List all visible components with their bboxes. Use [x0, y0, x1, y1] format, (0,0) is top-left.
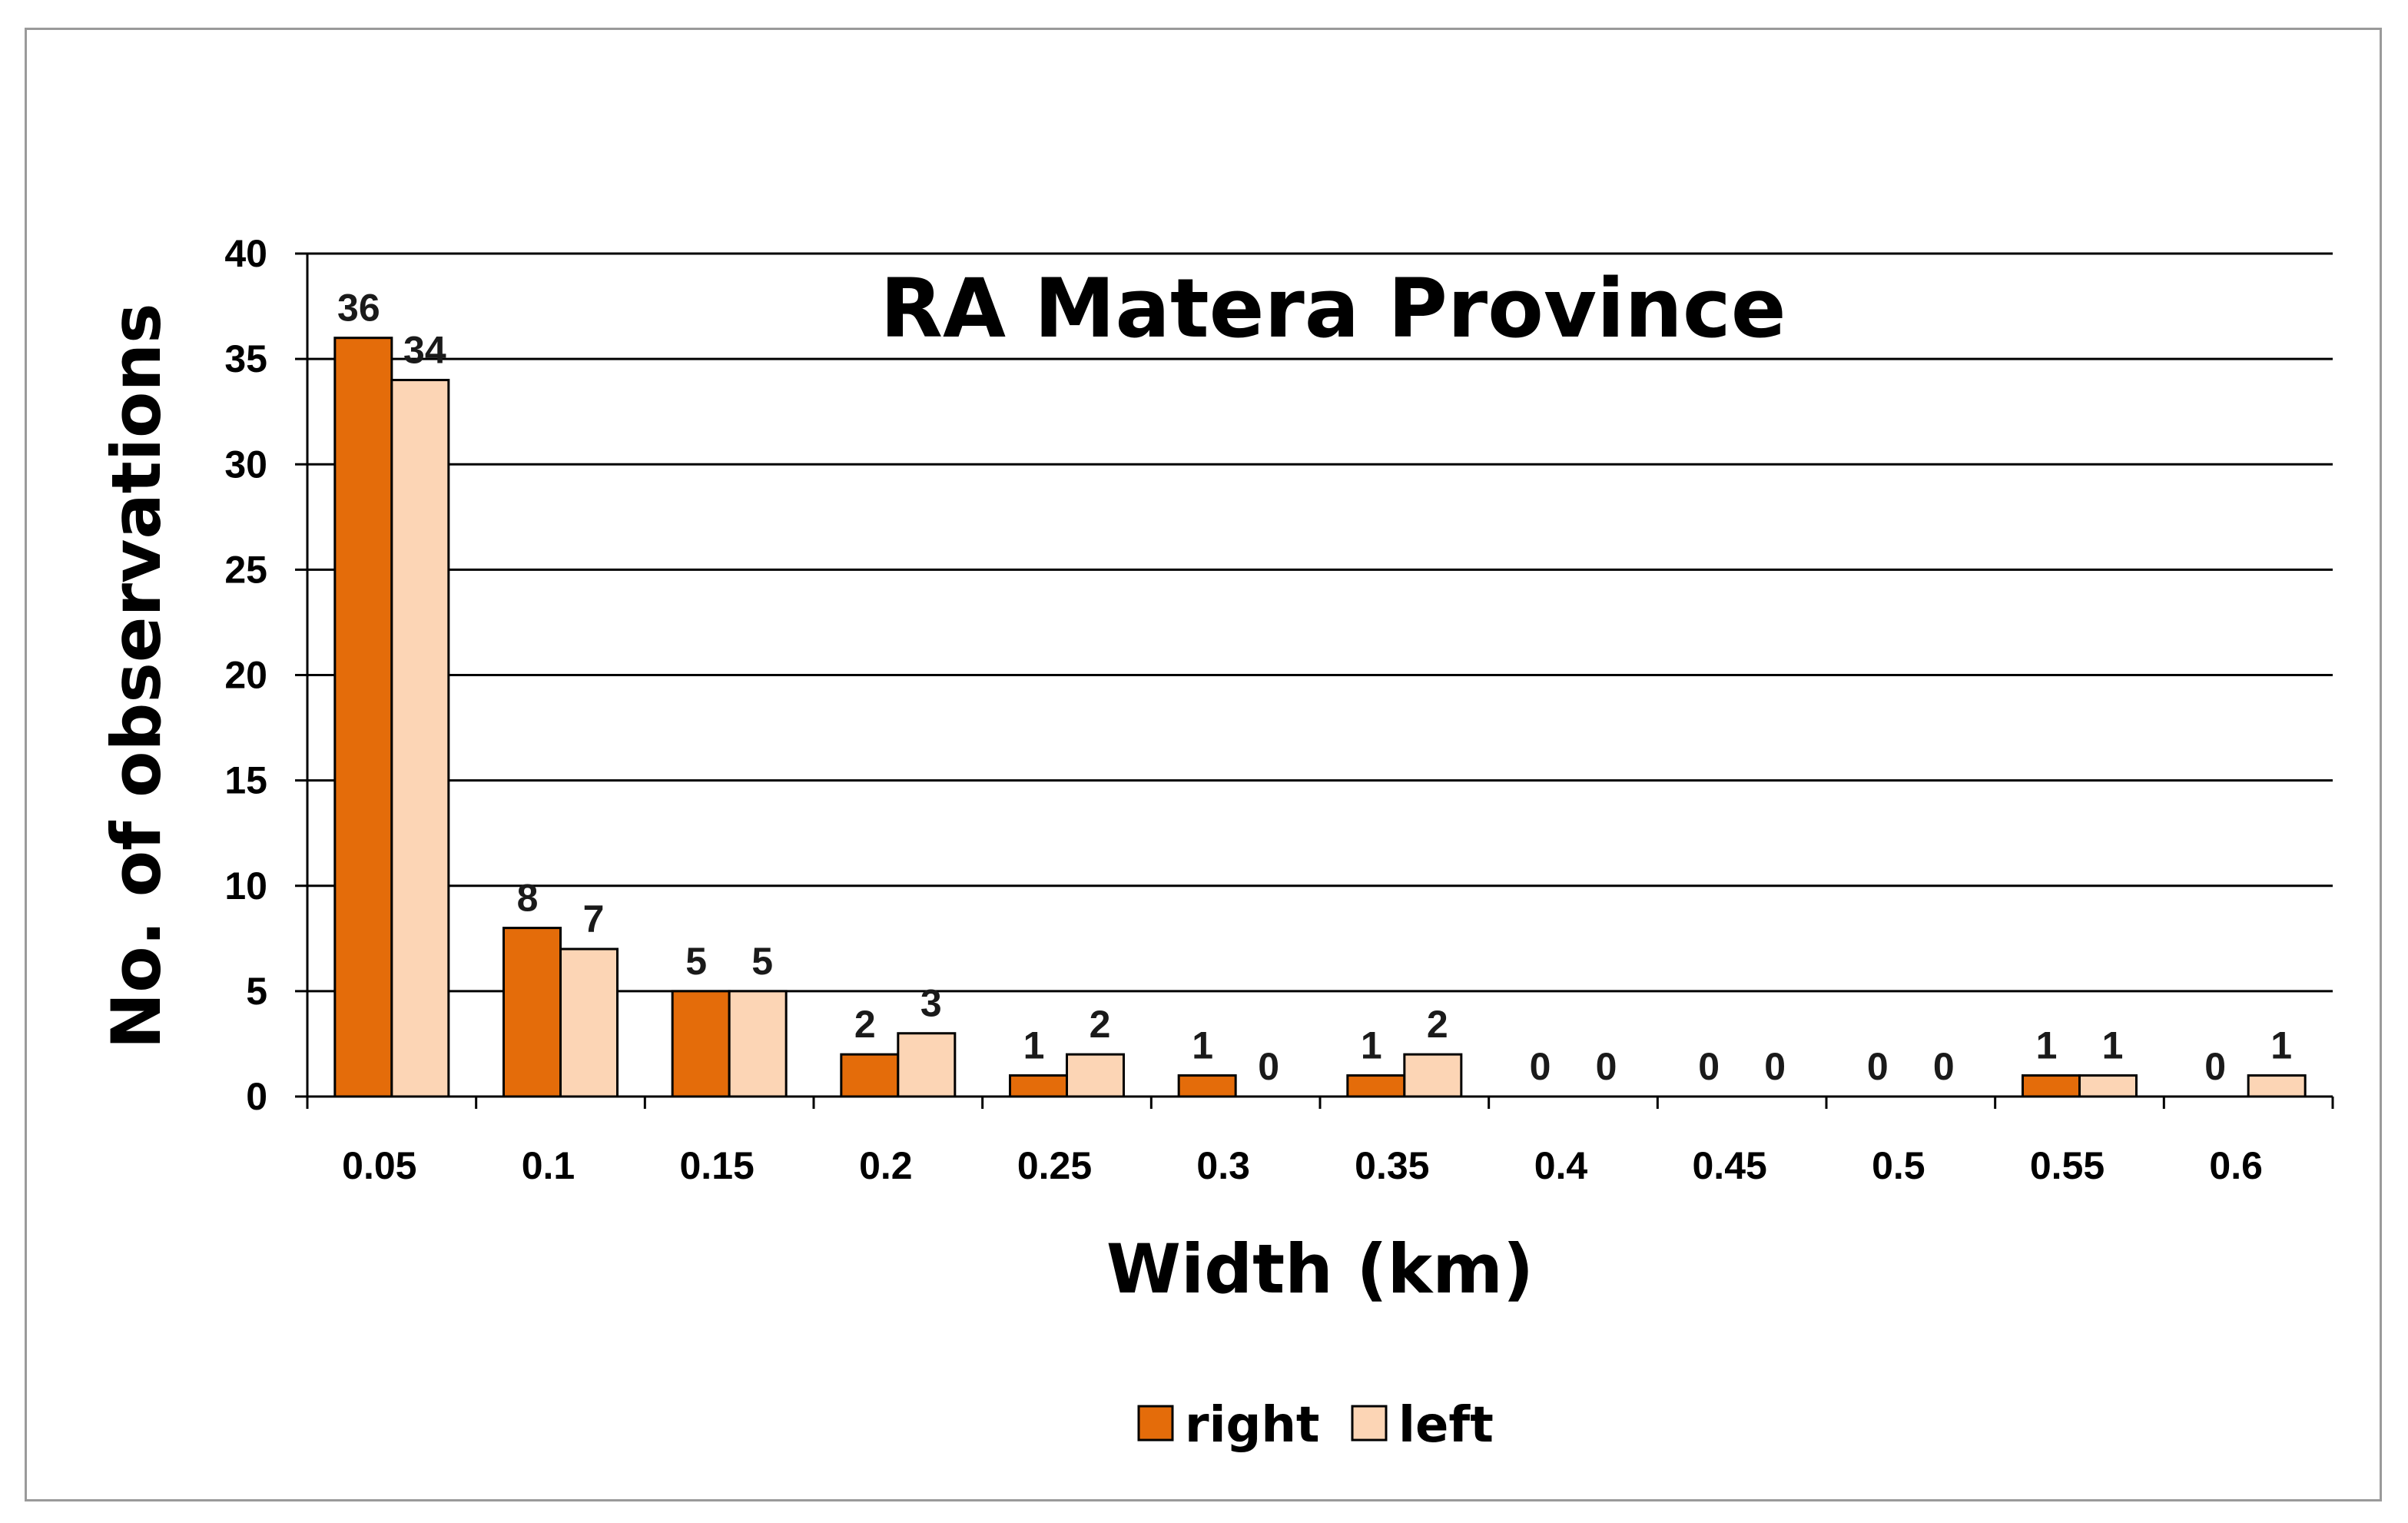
- data-label-left: 0: [1596, 1045, 1617, 1088]
- data-label-right: 1: [1023, 1024, 1045, 1067]
- chart-title: RA Matera Province: [880, 261, 1786, 356]
- bar-right-0.3: [1177, 1074, 1237, 1098]
- x-tick-label: 0.15: [680, 1144, 755, 1187]
- bars: [333, 337, 2307, 1098]
- data-label-right: 2: [854, 1003, 876, 1046]
- data-label-left: 5: [751, 940, 773, 983]
- y-tick-label: 35: [224, 337, 267, 380]
- legend-label-left: left: [1398, 1397, 1494, 1454]
- bar-right-0.05: [333, 337, 393, 1098]
- data-label-left: 2: [1427, 1003, 1448, 1046]
- data-label-left: 0: [1933, 1045, 1955, 1088]
- x-axis-title: Width (km): [1106, 1229, 1534, 1309]
- data-label-right: 0: [1698, 1045, 1720, 1088]
- data-label-right: 0: [1530, 1045, 1551, 1088]
- bar-left-0.1: [559, 947, 619, 1098]
- y-tick-label: 40: [224, 232, 267, 275]
- x-tick-label: 0.1: [522, 1144, 575, 1187]
- data-label-left: 3: [920, 982, 942, 1025]
- data-label-left: 7: [583, 898, 605, 941]
- data-label-right: 1: [2036, 1024, 2058, 1067]
- data-label-left: 0: [1764, 1045, 1786, 1088]
- data-label-left: 1: [2102, 1024, 2124, 1067]
- bar-left-0.6: [2247, 1074, 2307, 1098]
- x-tick-label: 0.55: [2030, 1144, 2105, 1187]
- data-label-right: 0: [2204, 1045, 2226, 1088]
- x-tick-label: 0.45: [1693, 1144, 1767, 1187]
- bar-left-0.05: [390, 379, 450, 1098]
- axes: [295, 252, 2334, 1109]
- data-label-right: 8: [517, 877, 539, 920]
- bar-right-0.15: [671, 990, 731, 1098]
- bar-left-0.2: [897, 1032, 957, 1098]
- y-tick-label: 0: [246, 1075, 267, 1118]
- bar-left-0.25: [1066, 1053, 1125, 1098]
- legend: right left: [1137, 1397, 1494, 1454]
- bar-right-0.55: [2022, 1074, 2081, 1098]
- bar-right-0.35: [1346, 1074, 1406, 1098]
- data-label-left: 1: [2270, 1024, 2292, 1067]
- bar-right-0.2: [840, 1053, 900, 1098]
- y-tick-label: 30: [224, 443, 267, 486]
- y-tick-labels: 0 5 10 15 20 25 30 35 40: [224, 232, 267, 1118]
- x-tick-label: 0.3: [1196, 1144, 1250, 1187]
- x-tick-label: 0.2: [859, 1144, 913, 1187]
- x-tick-label: 0.5: [1872, 1144, 1925, 1187]
- y-tick-label: 15: [224, 759, 267, 802]
- bar-left-0.15: [728, 990, 788, 1098]
- x-tick-label: 0.4: [1534, 1144, 1588, 1187]
- bar-left-0.55: [2078, 1074, 2138, 1098]
- y-tick-label: 5: [246, 970, 267, 1013]
- bar-left-0.35: [1403, 1053, 1463, 1098]
- data-label-right: 36: [337, 287, 380, 330]
- data-label-right: 1: [1192, 1024, 1213, 1067]
- bar-right-0.1: [502, 927, 562, 1098]
- data-label-right: 0: [1867, 1045, 1889, 1088]
- x-tick-labels: 0.05 0.1 0.15 0.2 0.25 0.3 0.35 0.4 0.45 0.5 0.55 0…: [342, 1144, 2263, 1187]
- data-labels: 36 8 5 2 1 1 1 0 0 0 1 0 34 7 5 3 2 0 2 0 0 0 1 1: [337, 287, 2292, 1088]
- y-tick-label: 25: [224, 548, 267, 591]
- data-label-right: 5: [685, 940, 707, 983]
- x-tick-label: 0.05: [342, 1144, 416, 1187]
- data-label-left: 34: [403, 329, 446, 372]
- y-tick-label: 20: [224, 654, 267, 697]
- legend-label-right: right: [1185, 1397, 1319, 1454]
- x-tick-label: 0.35: [1355, 1144, 1429, 1187]
- y-axis-title: No. of observations: [97, 304, 176, 1050]
- gridlines: [307, 252, 2333, 993]
- legend-swatch-right: [1137, 1405, 1174, 1442]
- legend-swatch-left: [1351, 1405, 1388, 1442]
- data-label-left: 0: [1258, 1045, 1279, 1088]
- y-tick-label: 10: [224, 864, 267, 907]
- x-tick-label: 0.25: [1017, 1144, 1092, 1187]
- bar-right-0.25: [1009, 1074, 1068, 1098]
- x-tick-label: 0.6: [2209, 1144, 2263, 1187]
- data-label-left: 2: [1090, 1003, 1111, 1046]
- data-label-right: 1: [1361, 1024, 1382, 1067]
